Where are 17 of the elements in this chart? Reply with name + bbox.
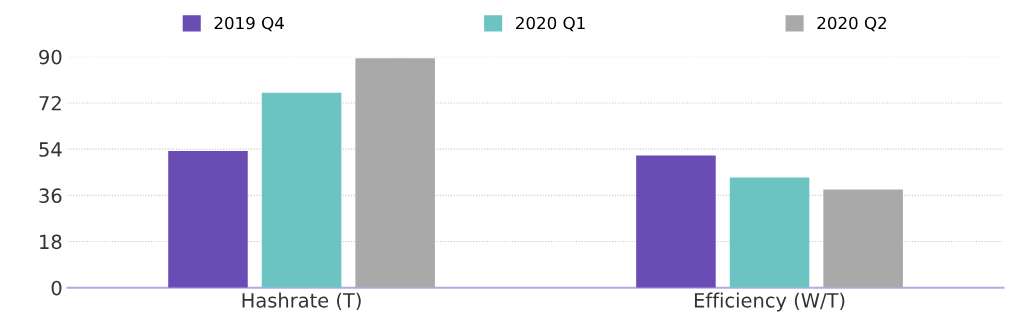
y-tick-label: 36 — [39, 188, 62, 204]
legend-label: 2020 Q2 — [817, 16, 887, 32]
y-tick-label: 54 — [39, 142, 62, 157]
x-tick-label: Efficiency (W/T) — [694, 292, 845, 312]
bar — [168, 150, 248, 288]
legend-label: 2020 Q1 — [516, 16, 585, 32]
bar — [261, 92, 342, 288]
bar — [636, 155, 716, 288]
bar — [823, 189, 903, 288]
bar — [355, 58, 435, 288]
y-tick-label: 18 — [40, 234, 62, 250]
bar — [729, 177, 810, 288]
y-tick-label: 72 — [39, 95, 61, 111]
y-tick-label: 90 — [39, 49, 62, 65]
legend-label: 2019 Q4 — [214, 16, 284, 32]
x-tick-label: Hashrate (T) — [242, 292, 361, 310]
y-tick-label: 0 — [51, 280, 62, 296]
